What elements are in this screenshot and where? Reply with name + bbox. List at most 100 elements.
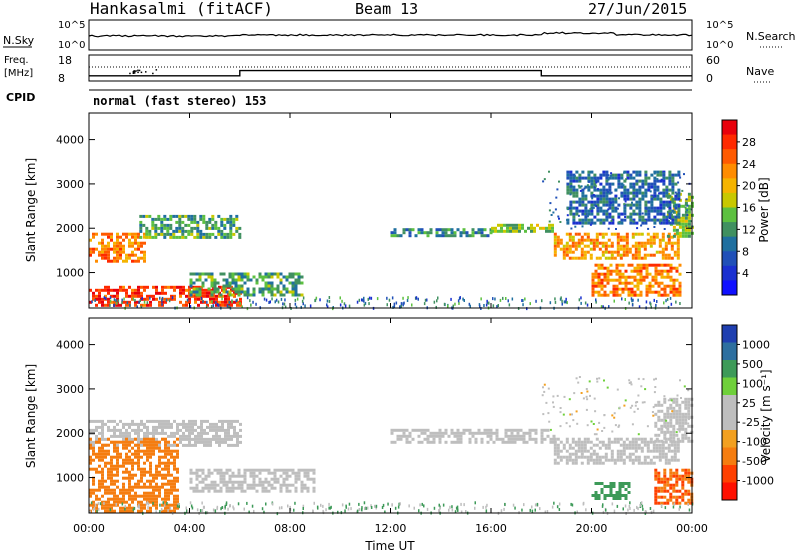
- heatmap-cell: [188, 300, 191, 304]
- heatmap-cell: [657, 281, 661, 285]
- heatmap-cell: [140, 467, 143, 471]
- heatmap-cell: [258, 275, 262, 279]
- heatmap-cell: [219, 489, 223, 493]
- heatmap-cell: [173, 294, 176, 298]
- heatmap-cell: [657, 433, 661, 437]
- heatmap-cell: [101, 434, 104, 438]
- heatmap-cell: [279, 474, 283, 478]
- heatmap-cell: [652, 196, 655, 198]
- heatmap-cell: [197, 297, 200, 301]
- heatmap-cell: [89, 443, 92, 447]
- heatmap-cell: [684, 436, 688, 440]
- heatmap-cell: [522, 440, 526, 444]
- heatmap-cell: [221, 297, 223, 301]
- heatmap-cell: [642, 275, 646, 279]
- heatmap-cell: [146, 437, 149, 441]
- heatmap-cell: [637, 250, 641, 254]
- heatmap-cell: [654, 495, 658, 499]
- heatmap-cell: [363, 296, 365, 300]
- heatmap-cell: [659, 197, 663, 201]
- heatmap-cell: [659, 209, 663, 213]
- heatmap-cell: [134, 235, 137, 239]
- heatmap-cell: [647, 218, 651, 222]
- heatmap-cell: [687, 213, 691, 217]
- heatmap-cell: [510, 434, 514, 438]
- heatmap-cell: [660, 287, 664, 291]
- heatmap-cell: [95, 440, 98, 444]
- heatmap-cell: [539, 226, 542, 230]
- heatmap-cell: [304, 304, 306, 308]
- heatmap-cell: [116, 259, 119, 263]
- heatmap-cell: [199, 235, 203, 239]
- heatmap-cell: [640, 440, 644, 444]
- heatmap-cell: [653, 194, 657, 198]
- heatmap-cell: [228, 477, 232, 481]
- heatmap-cell: [152, 443, 155, 447]
- heatmap-cell: [309, 304, 312, 308]
- heatmap-cell: [639, 266, 643, 270]
- heatmap-cell: [585, 508, 587, 512]
- heatmap-cell: [653, 218, 657, 222]
- heatmap-cell: [210, 278, 214, 282]
- heatmap-cell: [571, 250, 575, 254]
- heatmap-cell: [583, 232, 587, 236]
- heatmap-cell: [653, 176, 657, 180]
- velocity-heatmap: [89, 376, 694, 516]
- heatmap-cell: [163, 214, 167, 218]
- heatmap-cell: [631, 461, 635, 465]
- heatmap-cell: [678, 293, 682, 297]
- heatmap-cell: [596, 203, 600, 207]
- heatmap-cell: [169, 223, 173, 227]
- heatmap-cell: [224, 440, 227, 444]
- heatmap-cell: [264, 477, 268, 481]
- heatmap-cell: [643, 443, 647, 447]
- heatmap-cell: [370, 506, 373, 509]
- heatmap-cell: [185, 294, 188, 298]
- heatmap-cell: [669, 424, 673, 428]
- heatmap-cell: [575, 194, 579, 198]
- heatmap-cell: [395, 301, 398, 305]
- heatmap-cell: [300, 293, 304, 297]
- heatmap-cell: [548, 209, 551, 212]
- heatmap-cell: [625, 238, 629, 242]
- heatmap-cell: [468, 302, 471, 306]
- heatmap-cell: [548, 226, 551, 230]
- heatmap-cell: [609, 263, 613, 267]
- heatmap-cell: [668, 200, 672, 204]
- heatmap-cell: [199, 509, 202, 513]
- heatmap-cell: [201, 477, 205, 481]
- heatmap-cell: [391, 503, 393, 507]
- heatmap-cell: [518, 229, 521, 233]
- heatmap-cell: [616, 244, 620, 248]
- heatmap-cell: [326, 305, 329, 309]
- heatmap-cell: [249, 468, 253, 472]
- heatmap-cell: [238, 226, 242, 230]
- heatmap-cell: [194, 428, 197, 432]
- heatmap-cell: [230, 434, 233, 438]
- heatmap-cell: [580, 185, 583, 188]
- heatmap-cell: [175, 214, 179, 218]
- heatmap-cell: [453, 231, 457, 235]
- heatmap-cell: [594, 272, 598, 276]
- heatmap-cell: [261, 507, 264, 511]
- heatmap-cell: [149, 470, 152, 474]
- heatmap-cell: [152, 491, 155, 495]
- heatmap-cell: [234, 474, 238, 478]
- heatmap-cell: [200, 300, 203, 304]
- heatmap-cell: [119, 500, 122, 504]
- heatmap-cell: [646, 455, 650, 459]
- heatmap-cell: [660, 178, 663, 181]
- heatmap-cell: [586, 461, 590, 465]
- heatmap-cell: [543, 178, 546, 181]
- heatmap-cell: [569, 413, 572, 416]
- heatmap-cell: [149, 509, 152, 513]
- heatmap-cell: [110, 434, 113, 438]
- heatmap-cell: [98, 250, 101, 254]
- heatmap-cell: [667, 443, 671, 447]
- heatmap-cell: [261, 489, 265, 493]
- heatmap-cell: [325, 508, 327, 512]
- heatmap-cell: [204, 486, 208, 490]
- heatmap-cell: [134, 443, 137, 447]
- heatmap-cell: [615, 269, 619, 273]
- heatmap-cell: [210, 305, 213, 309]
